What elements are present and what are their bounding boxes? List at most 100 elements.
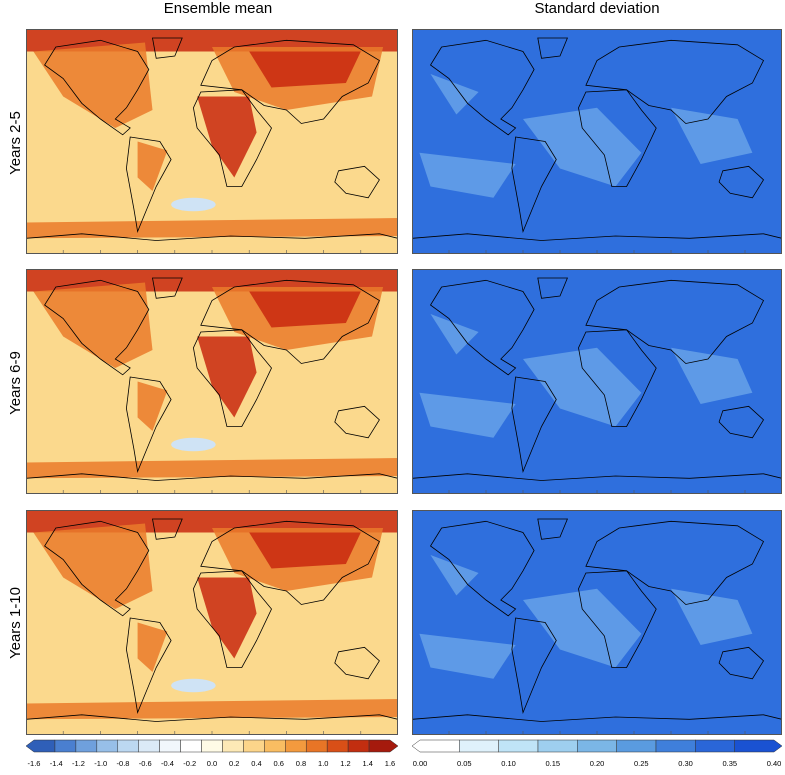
- std-variability-region: [419, 152, 516, 198]
- std-variability-region: [671, 347, 753, 404]
- colorbar-swatch: [459, 739, 499, 753]
- colorbar-swatch: [305, 739, 328, 753]
- map-panel-std-years-2-5: [412, 29, 782, 254]
- mean-anomaly-region: [26, 458, 398, 479]
- colorbar-swatch: [577, 739, 617, 753]
- mean-anomaly-region: [26, 699, 398, 720]
- std-variability-region: [419, 633, 516, 679]
- colorbar-swatch: [25, 739, 56, 753]
- colorbar-tick-label: -0.4: [161, 759, 174, 768]
- cool-anomaly-region: [171, 197, 216, 212]
- mean-anomaly-region: [197, 96, 257, 178]
- colorbar-std-ticks: 0.00 0.05 0.10 0.15 0.20 0.25 0.30 0.35 0.40: [412, 758, 782, 772]
- std-variability-region: [419, 392, 516, 438]
- coastline-africa: [192, 89, 272, 187]
- coastline-australia: [334, 646, 380, 680]
- map-panel-mean-years-1-10: [26, 510, 398, 735]
- row-label-years-6-9: Years 6-9: [7, 351, 24, 415]
- coastline-north-america: [44, 39, 150, 136]
- coastline-greenland: [537, 277, 568, 299]
- colorbar-tick-label: 0.2: [229, 759, 240, 768]
- coastline-antarctica: [412, 473, 782, 494]
- std-variability-region: [671, 588, 753, 645]
- coastline-africa: [192, 329, 272, 427]
- std-variability-region: [430, 555, 479, 596]
- coastline-australia: [334, 165, 380, 199]
- coastline-greenland: [152, 518, 183, 540]
- map-panel-std-years-6-9: [412, 269, 782, 494]
- colorbar-tick-label: 0.0: [206, 759, 218, 768]
- colorbar-tick-label: -0.6: [138, 759, 152, 768]
- mean-anomaly-region: [33, 42, 153, 128]
- coastline-greenland: [152, 277, 183, 299]
- map-panel-mean-years-6-9: [26, 269, 398, 494]
- colorbar-tick-label: 1.6: [384, 759, 396, 768]
- coastline-south-america: [511, 376, 557, 473]
- colorbar-swatch: [695, 739, 735, 753]
- colorbar-tick-label: 0.8: [295, 759, 307, 768]
- colorbar-swatch: [54, 739, 77, 753]
- colorbar-tick-label: 0.6: [273, 759, 284, 768]
- colorbar-swatch: [655, 739, 696, 753]
- map-mean: [26, 510, 398, 735]
- colorbar-swatch: [75, 739, 98, 753]
- coastline-eurasia: [200, 520, 380, 605]
- mean-anomaly-region: [137, 141, 168, 191]
- coastline-antarctica: [412, 233, 782, 254]
- colorbar-tick-label: 0.15: [545, 759, 561, 768]
- colorbar-swatch: [734, 739, 783, 753]
- coastline-australia: [718, 646, 765, 680]
- std-variability-region: [671, 107, 753, 164]
- column-title-standard-deviation: Standard deviation: [534, 0, 660, 17]
- row-label-years-2-5: Years 2-5: [7, 111, 24, 175]
- colorbar-swatch: [117, 739, 139, 753]
- coastline-north-america: [429, 279, 535, 376]
- mean-anomaly-region: [197, 577, 257, 659]
- colorbar-tick-label: 0.10: [501, 759, 516, 768]
- coastline-north-america: [44, 520, 150, 617]
- coastline-north-america: [429, 39, 535, 136]
- std-variability-region: [523, 588, 642, 668]
- mean-anomaly-region: [249, 532, 361, 569]
- mean-anomaly-region: [26, 218, 398, 239]
- colorbar-mean: -1.6 -1.4 -1.2 -1.0 -0.8 -0.6 -0.4 -0.2 0.0 0.2 0.…: [25, 739, 399, 775]
- coastline-eurasia: [200, 279, 380, 364]
- colorbar-tick-label: -1.4: [49, 759, 63, 768]
- coastline-eurasia: [585, 279, 765, 364]
- colorbar-swatch: [411, 739, 460, 753]
- colorbar-swatch: [201, 739, 223, 753]
- coastline-africa: [578, 329, 657, 427]
- coastline-north-america: [44, 279, 150, 376]
- colorbar-tick-label: 1.0: [318, 759, 329, 768]
- coastline-north-america: [429, 520, 535, 617]
- colorbar-swatch: [368, 739, 399, 753]
- mean-anomaly-region: [33, 282, 153, 368]
- coastline-greenland: [537, 518, 568, 540]
- coastline-eurasia: [585, 39, 765, 124]
- coastline-greenland: [152, 37, 183, 59]
- mean-anomaly-region: [249, 291, 361, 328]
- colorbar-tick-label: -1.6: [27, 759, 41, 768]
- colorbar-swatch: [498, 739, 539, 753]
- colorbar-mean-ticks: -1.6 -1.4 -1.2 -1.0 -0.8 -0.6 -0.4 -0.2 0.0 0.2 0.…: [26, 758, 398, 772]
- coastline-africa: [578, 89, 657, 187]
- colorbar-tick-label: 0.05: [456, 759, 472, 768]
- colorbar-tick-label: 0.30: [678, 759, 693, 768]
- colorbar-swatch: [326, 739, 349, 753]
- colorbar-std: 0.00 0.05 0.10 0.15 0.20 0.25 0.30 0.35 0.40: [411, 739, 783, 775]
- mean-anomaly-region: [197, 336, 257, 418]
- coastline-south-america: [125, 376, 172, 473]
- colorbar-tick-label: 1.4: [362, 759, 373, 768]
- coastline-antarctica: [412, 714, 782, 735]
- coastline-south-america: [511, 136, 557, 233]
- coastline-australia: [718, 405, 765, 439]
- colorbar-tick-label: 0.25: [633, 759, 649, 768]
- colorbar-tick-label: 0.40: [766, 759, 782, 768]
- colorbar-tick-label: -1.2: [72, 759, 85, 768]
- map-mean: [26, 269, 398, 494]
- colorbar-swatch: [138, 739, 160, 753]
- colorbar-tick-label: -0.2: [183, 759, 197, 768]
- colorbar-swatch: [96, 739, 119, 753]
- coastline-africa: [578, 570, 657, 668]
- mean-anomaly-region: [137, 381, 168, 431]
